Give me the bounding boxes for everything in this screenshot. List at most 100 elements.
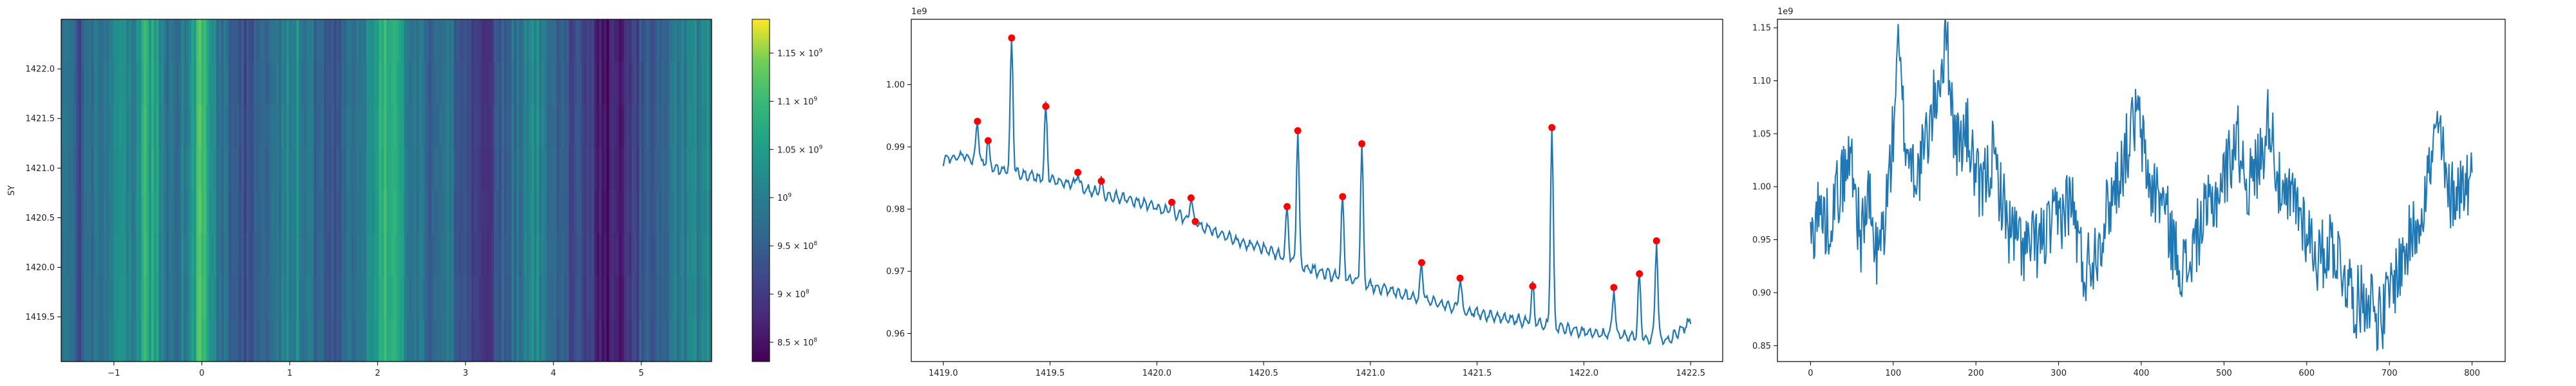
- heatmap-cell: [218, 19, 222, 63]
- heatmap-cell: [121, 318, 124, 362]
- heatmap-cell: [491, 105, 495, 149]
- heatmap-cell: [393, 318, 397, 362]
- heatmap-cell: [351, 62, 355, 106]
- peak-marker: [1636, 270, 1643, 278]
- heatmap-cell: [704, 318, 707, 362]
- heatmap-cell: [626, 233, 630, 277]
- heatmap-cell: [603, 276, 607, 320]
- heatmap-cell: [518, 318, 522, 362]
- heatmap-cell: [514, 276, 517, 320]
- peaks-axes: 1419.0 1419.5 1420.0 1420.5 1421.0 1421.5 1422…: [886, 19, 1723, 378]
- heatmap-cell: [659, 318, 662, 362]
- heatmap-cell: [294, 62, 297, 106]
- heatmap-cell: [326, 19, 330, 63]
- heatmap-cell: [668, 276, 672, 320]
- heatmap-cell: [464, 190, 467, 234]
- heatmap-cell: [379, 19, 382, 63]
- heatmap-cell: [624, 147, 627, 191]
- heatmap-cell: [368, 19, 372, 63]
- heatmap-cell: [326, 147, 330, 191]
- heatmap-cell: [184, 105, 187, 149]
- heatmap-cell: [269, 276, 272, 320]
- heatmap-cell: [68, 19, 72, 63]
- heatmap-cell: [328, 105, 332, 149]
- heatmap-cell: [66, 318, 70, 362]
- heatmap-cell: [606, 318, 610, 362]
- heatmap-cell: [456, 318, 460, 362]
- heatmap-cell: [106, 276, 109, 320]
- heatmap-cell: [128, 105, 132, 149]
- heatmap-cell: [364, 190, 367, 234]
- heatmap-cell: [66, 276, 70, 320]
- heatmap-cell: [582, 318, 585, 362]
- heatmap-cell: [76, 62, 79, 106]
- heatmap-cell: [684, 190, 687, 234]
- heatmap-cell: [679, 62, 682, 106]
- heatmap-cell: [121, 62, 124, 106]
- heatmap-cell: [611, 318, 615, 362]
- heatmap-cell: [679, 19, 682, 63]
- heatmap-cell: [61, 19, 64, 63]
- heatmap-cell: [684, 62, 687, 106]
- heatmap-cell: [321, 19, 325, 63]
- heatmap-cell: [609, 147, 612, 191]
- heatmap-cell: [193, 19, 197, 63]
- heatmap-cell: [144, 147, 147, 191]
- heatmap-cell: [456, 233, 460, 277]
- heatmap-cell: [201, 233, 205, 277]
- heatmap-cell: [426, 19, 430, 63]
- heatmap-x-tick-label: 0: [199, 369, 204, 378]
- heatmap-cell: [193, 62, 197, 106]
- heatmap-cell: [451, 62, 455, 106]
- heatmap-cell: [413, 318, 417, 362]
- heatmap-cell: [246, 318, 249, 362]
- heatmap-cell: [456, 190, 460, 234]
- heatmap-cell: [649, 276, 652, 320]
- peak-markers: [974, 34, 1660, 291]
- heatmap-cell: [346, 62, 350, 106]
- heatmap-cell: [671, 233, 675, 277]
- heatmap-cell: [211, 233, 214, 277]
- heatmap-cell: [221, 190, 225, 234]
- heatmap-cell: [574, 276, 577, 320]
- heatmap-cell: [368, 276, 372, 320]
- heatmap-cell: [651, 233, 655, 277]
- heatmap-cell: [294, 233, 297, 277]
- heatmap-cell: [699, 190, 703, 234]
- heatmap-cell: [421, 147, 424, 191]
- heatmap-cell: [481, 233, 485, 277]
- heatmap-cell: [481, 105, 485, 149]
- heatmap-cell: [211, 318, 214, 362]
- heatmap-cell: [171, 233, 175, 277]
- heatmap-cell: [433, 62, 437, 106]
- heatmap-cell: [319, 105, 322, 149]
- heatmap-cell: [694, 105, 697, 149]
- heatmap-cell: [461, 19, 465, 63]
- heatmap-cell: [359, 233, 362, 277]
- heatmap-cell: [664, 190, 667, 234]
- heatmap-cell: [516, 147, 520, 191]
- heatmap-cell: [99, 190, 102, 234]
- heatmap-cell: [381, 318, 384, 362]
- heatmap-cell: [601, 190, 605, 234]
- heatmap-cell: [263, 147, 267, 191]
- heatmap-cell: [131, 318, 135, 362]
- heatmap-cell: [629, 147, 632, 191]
- heatmap-cell: [416, 276, 420, 320]
- heatmap-cell: [603, 147, 607, 191]
- heatmap-cell: [346, 318, 350, 362]
- peak-marker: [1074, 169, 1082, 176]
- heatmap-cell: [354, 233, 357, 277]
- heatmap-cell: [466, 105, 469, 149]
- heatmap-cell: [306, 233, 310, 277]
- heatmap-cell: [231, 276, 234, 320]
- peak-marker: [1529, 282, 1537, 290]
- heatmap-cell: [303, 190, 307, 234]
- heatmap-cell: [391, 105, 395, 149]
- heatmap-cell: [68, 105, 72, 149]
- heatmap-cell: [294, 19, 297, 63]
- heatmap-cell: [68, 190, 72, 234]
- heatmap-cell: [624, 19, 627, 63]
- heatmap-cell: [138, 19, 142, 63]
- heatmap-cell: [261, 233, 265, 277]
